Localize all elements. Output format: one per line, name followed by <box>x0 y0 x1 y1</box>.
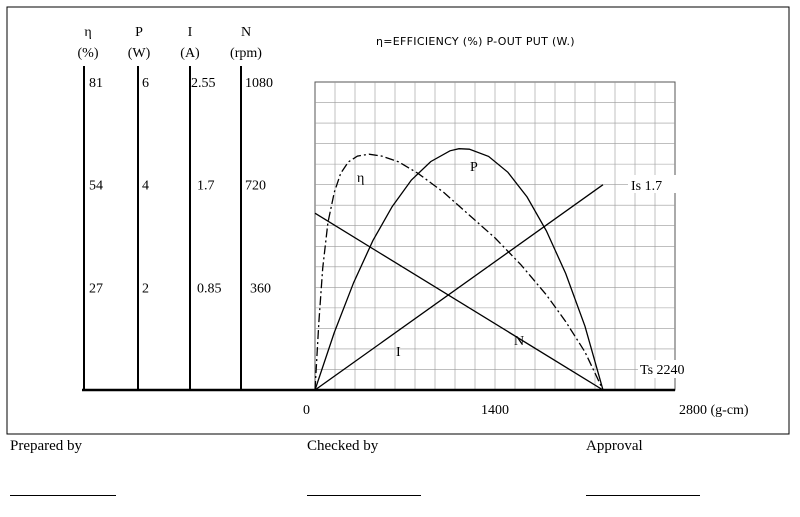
axis-unit: (%) <box>78 46 99 61</box>
chart-grid <box>314 81 676 391</box>
chart-axes: η (%) 81 54 27 P (W) 6 4 2 I (A) 2.55 1.7 0.85 N (rpm) 10… <box>78 25 749 418</box>
is-label-background <box>628 175 686 193</box>
ts-label-background <box>638 360 692 378</box>
i-curve-label: I <box>396 345 401 360</box>
chart-frame <box>6 6 790 435</box>
prepared-signature-line[interactable] <box>10 495 116 496</box>
axis-tick-label: 4 <box>142 179 149 194</box>
x-tick-label: 0 <box>303 403 310 418</box>
axis-symbol: P <box>135 25 143 40</box>
axis-tick-label: 720 <box>245 179 266 194</box>
axis-unit: (A) <box>180 46 200 61</box>
series-line-P <box>314 148 604 391</box>
n-curve-label: N <box>514 334 524 349</box>
axis-tick-label: 2.55 <box>191 76 216 91</box>
series-line-η <box>314 153 604 391</box>
checked-signature-line[interactable] <box>307 495 421 496</box>
axis-tick-label: 54 <box>89 179 103 194</box>
approval-label: Approval <box>586 438 643 454</box>
axis-unit: (rpm) <box>230 46 262 61</box>
x-tick-label: 1400 <box>481 403 509 418</box>
axis-tick-label: 6 <box>142 76 149 91</box>
eta-curve-label: η <box>357 171 364 186</box>
axis-symbol: N <box>241 25 251 40</box>
is-annotation: Is 1.7 <box>631 179 662 194</box>
axis-symbol: I <box>188 25 193 40</box>
ts-annotation: Ts 2240 <box>640 363 685 378</box>
axis-tick-label: 1.7 <box>197 179 215 194</box>
checked-by-label: Checked by <box>307 438 379 454</box>
axis-tick-label: 81 <box>89 76 103 91</box>
approval-signature-line[interactable] <box>586 495 700 496</box>
axis-unit: (W) <box>128 46 151 61</box>
axis-tick-label: 1080 <box>245 76 273 91</box>
axis-tick-label: 360 <box>250 281 271 296</box>
series-line-I <box>314 184 604 391</box>
chart-series <box>314 148 604 391</box>
axis-tick-label: 27 <box>89 281 103 296</box>
p-curve-label: P <box>470 160 478 175</box>
axis-tick-label: 0.85 <box>197 281 222 296</box>
series-line-N <box>314 212 604 391</box>
chart-labels: η=EFFICIENCY (%) P-OUT PUT (W.) η P I N Is 1.… <box>357 35 692 378</box>
axis-tick-label: 2 <box>142 281 149 296</box>
x-axis-end-label: 2800 (g-cm) <box>679 403 749 418</box>
axis-symbol: η <box>84 25 91 40</box>
chart-title: η=EFFICIENCY (%) P-OUT PUT (W.) <box>376 35 575 48</box>
prepared-by-label: Prepared by <box>10 438 83 454</box>
